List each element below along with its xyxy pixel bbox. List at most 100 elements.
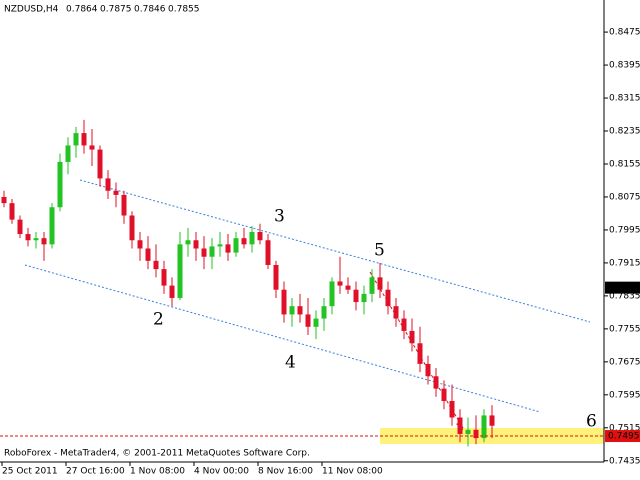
candle-body — [369, 277, 375, 294]
y-tick-label: 0.7595 — [609, 390, 640, 400]
y-tick-label: 0.8475 — [609, 28, 640, 38]
candle-body — [489, 415, 495, 426]
candle-body — [273, 264, 279, 290]
wave-label: 6 — [586, 412, 597, 432]
candle-body — [449, 400, 455, 418]
candle-body — [465, 429, 471, 434]
candle-body — [345, 285, 351, 290]
candle-body — [257, 232, 263, 241]
candle-body — [193, 240, 199, 249]
candle-body — [25, 234, 31, 241]
candle-body — [49, 207, 55, 245]
candle-body — [89, 145, 95, 150]
candle-body — [129, 215, 135, 241]
candle-body — [473, 429, 479, 439]
candle-body — [417, 343, 423, 364]
x-tick-label: 27 Oct 16:00 — [66, 467, 125, 477]
candle-body — [73, 133, 79, 146]
header-value: 0.7875 — [100, 5, 132, 15]
candle-body — [169, 285, 175, 298]
candle-body — [265, 240, 271, 265]
y-tick-label: 0.7435 — [609, 456, 640, 466]
candle-body — [241, 238, 247, 245]
wave-label: 3 — [274, 207, 285, 227]
candle-body — [313, 318, 319, 327]
header-value: 0.7855 — [168, 5, 200, 15]
candle-body — [97, 149, 103, 179]
candle-body — [177, 244, 183, 298]
candle-body — [41, 238, 47, 245]
header-value: 0.7864 — [66, 5, 98, 15]
candle-body — [321, 306, 327, 319]
candle-body — [457, 417, 463, 434]
y-tick-label: 0.8315 — [609, 94, 640, 104]
channel-lower — [24, 264, 541, 413]
y-tick-label: 0.7835 — [609, 291, 640, 301]
candle-body — [441, 388, 447, 401]
candle-body — [57, 161, 63, 208]
y-tick-label: 0.8395 — [609, 61, 640, 71]
candle-body — [121, 194, 127, 216]
x-tick-label: 1 Nov 08:00 — [130, 467, 185, 477]
candle-body — [425, 363, 431, 377]
candle-body — [145, 248, 151, 261]
candle-body — [233, 238, 239, 253]
candle-body — [209, 246, 215, 257]
candle-body — [377, 277, 383, 290]
x-tick-label: 11 Nov 08:00 — [322, 467, 383, 477]
wave-label: 4 — [285, 353, 296, 373]
candle-body — [185, 240, 191, 245]
y-tick-label: 0.7755 — [609, 324, 640, 334]
candle-body — [329, 281, 335, 307]
candle-body — [481, 415, 487, 439]
header-values: 0.7864 0.7875 0.7846 0.7855 — [66, 5, 200, 15]
x-tick-label: 25 Oct 2011 — [2, 467, 58, 477]
target-price-box — [605, 430, 640, 443]
candle-body — [289, 306, 295, 315]
candle-body — [105, 178, 111, 191]
candle-body — [9, 203, 15, 220]
y-tick-label: 0.8075 — [609, 192, 640, 202]
header-value: 0.7846 — [134, 5, 166, 15]
candle-body — [113, 190, 119, 195]
candle-body — [409, 330, 415, 344]
candle-body — [433, 376, 439, 389]
candle-body — [393, 306, 399, 319]
footer: RoboForex - MetaTrader4, © 2001-2011 Met… — [4, 449, 310, 459]
candle-body — [217, 244, 223, 247]
candle-body — [337, 281, 343, 286]
y-tick-label: 0.7915 — [609, 258, 640, 268]
candle-body — [353, 289, 359, 303]
wave-label: 5 — [374, 241, 385, 261]
x-tick-label: 4 Nov 00:00 — [194, 467, 249, 477]
candle-body — [153, 260, 159, 270]
candle-body — [385, 289, 391, 307]
current-price-box — [605, 281, 640, 294]
candle-body — [65, 145, 71, 162]
candle-body — [249, 232, 255, 245]
wave-label: 2 — [153, 310, 164, 330]
candle-body — [81, 133, 87, 146]
candle-body — [297, 306, 303, 315]
candle-body — [33, 238, 39, 241]
candle-body — [201, 248, 207, 257]
candle-body — [225, 244, 231, 253]
candle-body — [161, 269, 167, 286]
x-tick-label: 8 Nov 16:00 — [258, 467, 313, 477]
y-tick-label: 0.8235 — [609, 127, 640, 137]
y-tick-label: 0.8155 — [609, 159, 640, 169]
plot — [1, 119, 495, 447]
y-tick-label: 0.7675 — [609, 357, 640, 367]
target-price-label: 0.7495 — [608, 432, 640, 442]
symbol: NZDUSD,H4 — [4, 5, 59, 15]
candle-body — [401, 318, 407, 331]
candle-body — [305, 314, 311, 327]
candle-body — [361, 293, 367, 303]
y-tick-label: 0.7515 — [609, 423, 640, 433]
y-tick-label: 0.7995 — [609, 225, 640, 235]
candle-body — [1, 196, 7, 204]
candle-body — [281, 289, 287, 315]
candle-body — [137, 240, 143, 249]
